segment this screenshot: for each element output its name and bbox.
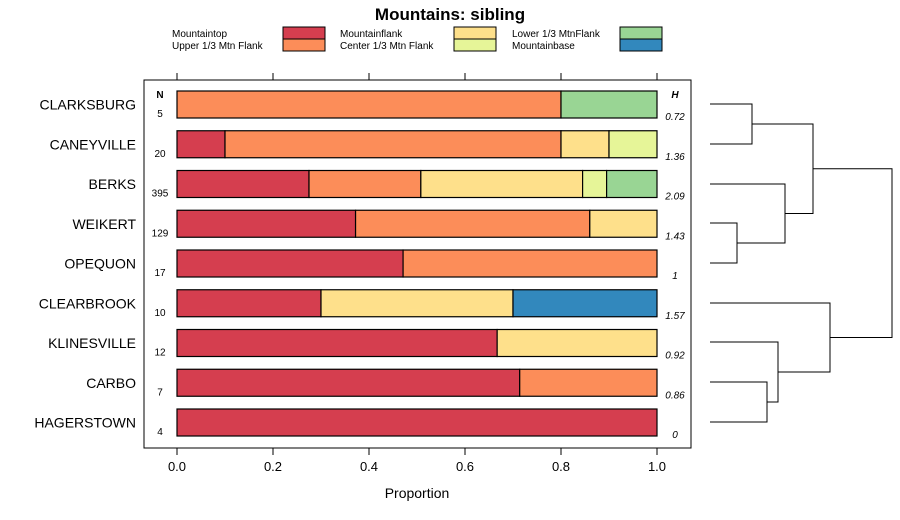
row-label: CARBO [86, 375, 136, 391]
bar-segment [354, 209, 591, 238]
x-tick-label: 0.8 [552, 459, 570, 474]
legend-label: Center 1/3 Mtn Flank [340, 41, 434, 52]
legend-label: Mountainflank [340, 29, 403, 40]
legend-swatch [619, 26, 663, 40]
bar-segment [176, 90, 562, 119]
bar-segment [605, 169, 658, 199]
legend-label: Lower 1/3 MtnFlank [512, 29, 601, 40]
bar-segment [589, 209, 658, 238]
legend-label: Upper 1/3 Mtn Flank [172, 41, 264, 52]
row-label: HAGERSTOWN [34, 415, 136, 431]
dendrogram-branch [813, 168, 893, 338]
row-label: CLEARBROOK [39, 295, 137, 311]
row-label: KLINESVILLE [48, 335, 136, 351]
n-value: 395 [152, 189, 169, 200]
bar-segment [560, 90, 658, 119]
bar-segment [224, 130, 562, 159]
legend-swatch [282, 38, 326, 52]
h-header: H [671, 90, 679, 101]
n-header: N [156, 90, 163, 101]
dendrogram-branch [710, 222, 738, 264]
row-label: BERKS [89, 176, 136, 192]
bar-segment [581, 169, 608, 199]
dendrogram-branch [710, 302, 831, 373]
dendrogram-branch [752, 123, 814, 214]
bar-segment [308, 169, 422, 199]
dendrogram-branch [710, 381, 768, 423]
row-label: WEIKERT [72, 216, 136, 232]
bar-segment [176, 328, 498, 358]
legend-label: Mountaintop [172, 29, 227, 40]
n-value: 7 [157, 387, 163, 398]
row-label: CLARKSBURG [40, 97, 136, 113]
bar-segment [519, 368, 658, 397]
h-value: 1.36 [665, 152, 685, 163]
row-label: OPEQUON [64, 256, 136, 272]
legend-swatch [282, 26, 326, 40]
bar-segment [176, 289, 322, 318]
bar-segment [420, 169, 584, 199]
legend-swatch [453, 38, 497, 52]
h-value: 1 [672, 271, 678, 282]
legend-swatch [453, 26, 497, 40]
chart-title: Mountains: sibling [375, 5, 525, 24]
legend-label: Mountainbase [512, 41, 575, 52]
x-tick-label: 1.0 [648, 459, 666, 474]
n-value: 129 [152, 228, 169, 239]
row-label: CANEYVILLE [50, 136, 136, 152]
n-value: 10 [154, 308, 166, 319]
x-axis: 0.0 0.2 0.4 0.6 0.8 1.0 [168, 73, 666, 474]
plot-frame [143, 79, 692, 449]
bar-segment [512, 289, 658, 318]
n-value: 17 [154, 268, 166, 279]
h-value: 0.92 [665, 351, 685, 362]
bar-segment [402, 249, 658, 278]
dendrogram-branch [710, 183, 786, 244]
n-value: 4 [157, 427, 163, 438]
h-value: 0.86 [665, 390, 685, 401]
bar-segment [496, 328, 658, 358]
bar-segment [608, 130, 658, 159]
h-value: 2.09 [664, 192, 685, 203]
h-value: 1.43 [665, 231, 685, 242]
bar-segment [560, 130, 610, 159]
x-axis-label: Proportion [385, 485, 450, 501]
dendrogram-branch [710, 341, 779, 403]
bar-segment [176, 368, 521, 397]
x-tick-label: 0.0 [168, 459, 186, 474]
bar-segment [176, 169, 310, 199]
n-value: 5 [157, 109, 163, 120]
dendrogram-branch [710, 103, 753, 145]
n-value: 20 [154, 149, 166, 160]
bar-segment [176, 408, 658, 437]
bars: CLARKSBURG 5 0.72 CANEYVILLE 20 1.36 BERKS 395 2… [34, 90, 685, 441]
h-value: 1.57 [665, 311, 685, 322]
dendrogram [710, 103, 893, 423]
bar-segment [320, 289, 514, 318]
legend-swatch [619, 38, 663, 52]
x-tick-label: 0.2 [264, 459, 282, 474]
h-value: 0 [672, 430, 678, 441]
h-value: 0.72 [665, 112, 685, 123]
x-tick-label: 0.4 [360, 459, 378, 474]
bar-segment [176, 249, 404, 278]
n-value: 12 [154, 348, 166, 359]
bar-segment [176, 130, 226, 159]
bar-segment [176, 209, 357, 238]
x-tick-label: 0.6 [456, 459, 474, 474]
